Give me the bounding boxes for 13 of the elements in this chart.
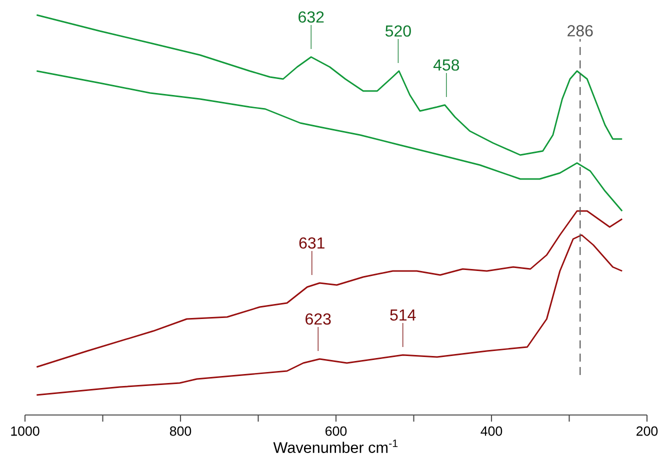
annotation: 631 [299,237,324,249]
x-axis-title: Wavenumber cm$^{-1}$ [273,440,398,453]
ref-line-label: 286 [568,25,593,36]
annotation: 632 [298,11,324,23]
x-tick-label: 1000 [11,426,40,436]
annotation: 520 [385,25,411,37]
x-tick-label: 400 [480,426,502,436]
x-tick-label: 200 [636,426,658,436]
annotation: 623 [306,313,331,325]
x-tick-label: 800 [170,426,192,436]
x-tick-label: 600 [326,426,347,436]
annotation: 458 [433,59,460,71]
annotation: 514 [390,310,416,321]
